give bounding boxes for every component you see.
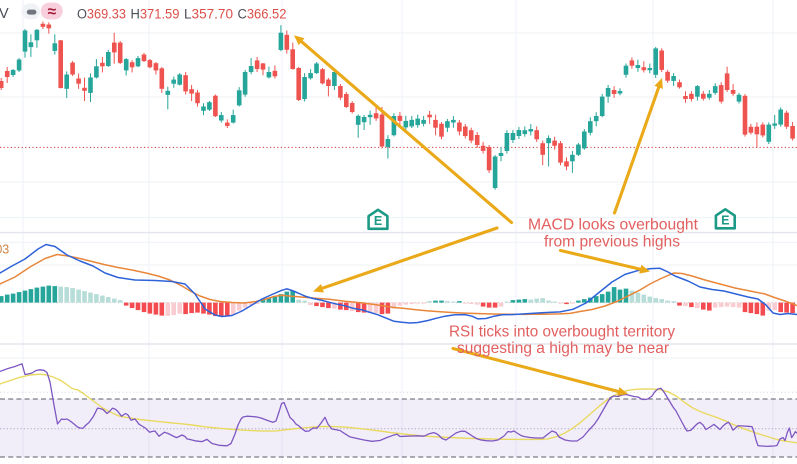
svg-text:O369.33: O369.33 (77, 7, 126, 22)
svg-text:RSI ticks into overbought terr: RSI ticks into overbought territory (449, 323, 675, 340)
svg-text:from previous highs: from previous highs (544, 233, 680, 250)
svg-text:V: V (0, 6, 9, 22)
svg-text:E: E (374, 214, 382, 228)
svg-text:suggesting a high may be near: suggesting a high may be near (457, 340, 670, 357)
svg-text:MACD looks overbought: MACD looks overbought (528, 217, 699, 234)
svg-text:L357.70: L357.70 (184, 7, 233, 22)
svg-text:H371.59: H371.59 (131, 7, 180, 22)
svg-text:C366.52: C366.52 (238, 7, 287, 22)
svg-text:03: 03 (0, 243, 9, 257)
svg-text:≈: ≈ (48, 3, 57, 20)
svg-text:E: E (721, 214, 729, 228)
